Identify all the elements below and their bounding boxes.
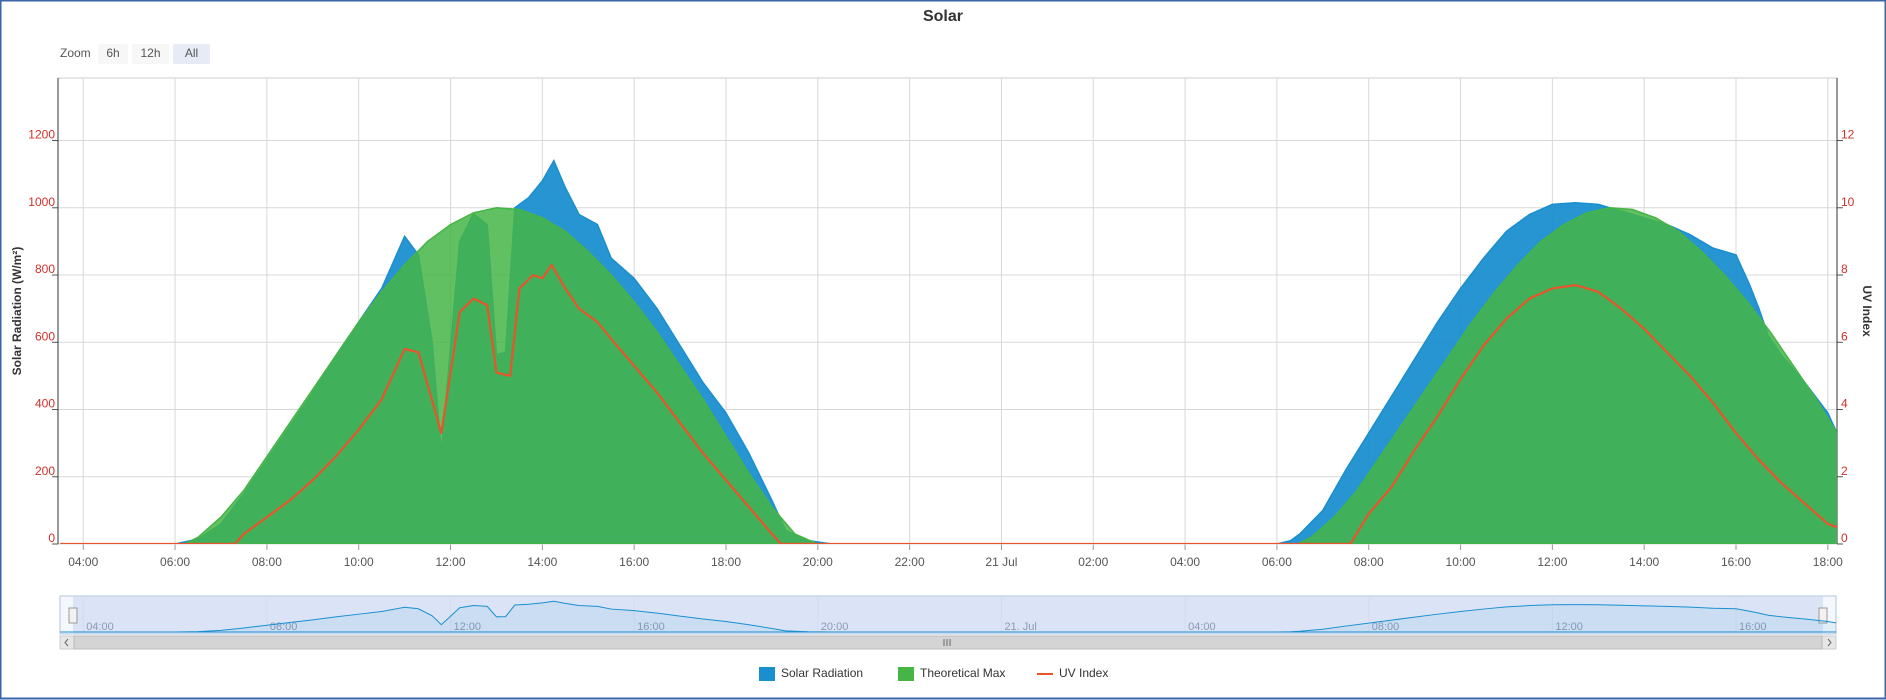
zoom-button[interactable]	[98, 44, 128, 64]
y2-tick-label: 10	[1841, 195, 1855, 209]
x-tick-label: 04:00	[68, 555, 98, 569]
zoom-button-label[interactable]: All	[185, 46, 198, 60]
y-tick-label: 0	[48, 531, 55, 545]
y2-tick-label: 4	[1841, 397, 1848, 411]
navigator-handle[interactable]	[1818, 607, 1828, 624]
navigator-handle[interactable]	[68, 607, 78, 624]
navigator-tick-label: 16:00	[637, 621, 665, 633]
y-axis-title: Solar Radiation (W/m²)	[10, 247, 24, 376]
x-tick-label: 18:00	[711, 555, 741, 569]
navigator-tick-label: 20:00	[821, 621, 849, 633]
scrollbar-grip	[943, 639, 951, 646]
x-tick-label: 02:00	[1078, 555, 1108, 569]
x-tick-label: 16:00	[619, 555, 649, 569]
legend-label: Solar Radiation	[781, 666, 863, 680]
x-tick-label: 14:00	[527, 555, 557, 569]
x-tick-label: 16:00	[1721, 555, 1751, 569]
y2-axis-title: UV Index	[1860, 285, 1874, 337]
x-tick-label: 10:00	[344, 555, 374, 569]
y-tick-label: 1000	[28, 195, 55, 209]
navigator-mask[interactable]	[73, 596, 1823, 634]
scrollbar-thumb[interactable]	[73, 635, 1823, 650]
navigator: 04:00 08:00 12:00 16:00 20:00 21. Jul 04:00 08:…	[60, 596, 1836, 634]
navigator-series	[60, 600, 1836, 633]
zoom-button[interactable]	[132, 44, 169, 64]
x-tick-label: 08:00	[1354, 555, 1384, 569]
legend-symbol	[898, 667, 914, 681]
navigator-tick-label: 12:00	[1555, 621, 1583, 633]
x-tick-label: 22:00	[895, 555, 925, 569]
legend-label: UV Index	[1059, 666, 1108, 680]
legend-label: Theoretical Max	[920, 666, 1005, 680]
scrollbar-arrow[interactable]	[64, 638, 1832, 647]
line-series	[60, 263, 1837, 544]
y-tick-label: 800	[35, 262, 55, 276]
x-tick-label: 14:00	[1629, 555, 1659, 569]
x-tick-label: 08:00	[252, 555, 282, 569]
range-selector: Zoom 6h 12h All	[60, 44, 210, 64]
y-tick-label: 600	[35, 329, 55, 343]
navigator-tick-label: 21. Jul	[1004, 621, 1036, 633]
x-tick-label: 21 Jul	[985, 555, 1017, 569]
y2-tick-label: 2	[1841, 464, 1848, 478]
x-tick-label: 12:00	[436, 555, 466, 569]
zoom-label: Zoom	[60, 46, 91, 60]
x-tick-label: 20:00	[803, 555, 833, 569]
x-tick-label: 04:00	[1170, 555, 1200, 569]
y2-tick-label: 8	[1841, 262, 1848, 276]
y2-tick-label: 6	[1841, 329, 1848, 343]
y-tick-label: 400	[35, 397, 55, 411]
legend-item[interactable]: Solar Radiation	[759, 666, 863, 681]
navigator-tick-label: 12:00	[454, 621, 482, 633]
x-tick-label: 06:00	[1262, 555, 1292, 569]
legend-item[interactable]: UV Index	[1037, 666, 1108, 680]
series-group	[60, 159, 1837, 544]
y-tick-label: 200	[35, 464, 55, 478]
legend-symbol	[759, 667, 775, 681]
zoom-button-label[interactable]: 6h	[106, 46, 119, 60]
x-tick-label: 10:00	[1446, 555, 1476, 569]
navigator-tick-label: 04:00	[86, 621, 114, 633]
navigator-tick-label: 04:00	[1188, 621, 1216, 633]
navigator-tick-label: 08:00	[1372, 621, 1400, 633]
y2-tick-label: 0	[1841, 531, 1848, 545]
zoom-button[interactable]	[173, 44, 210, 64]
y2-tick-label: 12	[1841, 128, 1855, 142]
chart-title: Solar	[923, 8, 963, 25]
area-series	[60, 207, 1837, 544]
zoom-button-label[interactable]: 12h	[140, 46, 160, 60]
legend-item[interactable]: Theoretical Max	[898, 666, 1005, 681]
y-tick-label: 1200	[28, 128, 55, 142]
navigator-tick-label: 16:00	[1739, 621, 1767, 633]
x-tick-label: 18:00	[1813, 555, 1843, 569]
x-tick-label: 06:00	[160, 555, 190, 569]
x-tick-label: 12:00	[1537, 555, 1567, 569]
